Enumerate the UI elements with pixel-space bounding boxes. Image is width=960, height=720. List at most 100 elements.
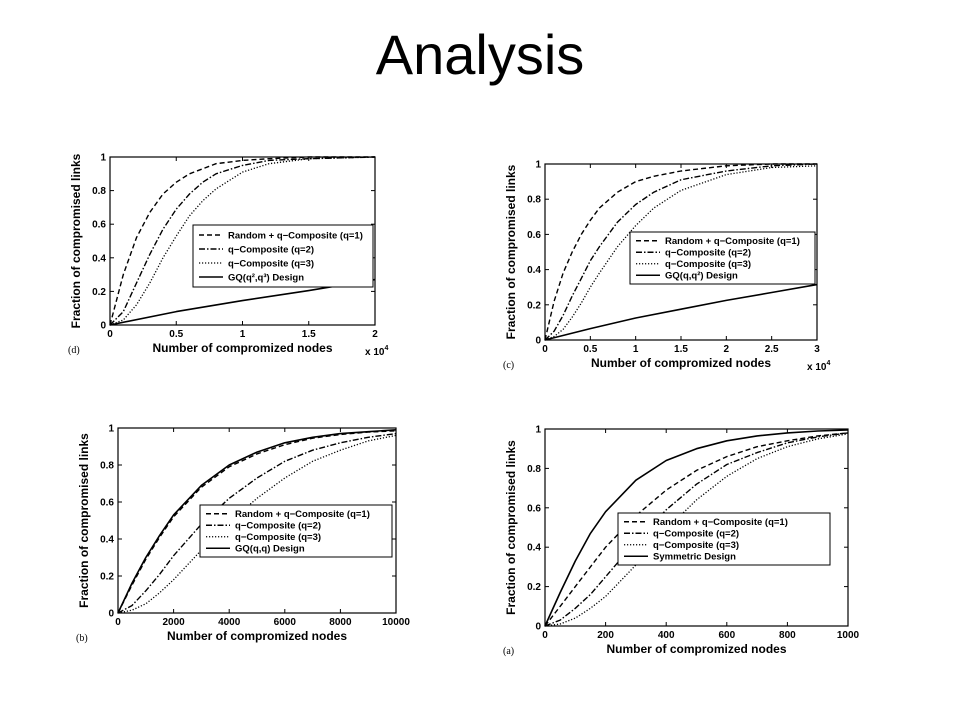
series-line-2 [109,156,376,326]
legend-entry: q−Composite (q=3) [665,259,751,270]
y-tick-label: 0 [108,609,114,620]
series-line-2 [544,432,849,627]
x-axis-label: Number of compromized nodes [591,356,771,370]
y-tick-label: 0 [100,321,106,332]
y-tick-label: 0.6 [527,230,541,241]
series-line-2 [544,163,818,341]
x-axis-multiplier: x 104 [807,360,830,373]
y-tick-label: 0.8 [527,464,541,475]
plot-frame [544,428,849,627]
y-tick-label: 0.4 [100,535,114,546]
y-tick-label: 0.2 [92,287,106,298]
x-tick-label: 200 [597,630,614,641]
x-tick-label: 3 [814,344,820,355]
y-tick-label: 0.2 [527,582,541,593]
y-tick-label: 1 [108,424,114,435]
legend-entry: GQ(q,q²) Design [665,271,738,282]
legend-entry: Symmetric Design [653,552,736,563]
chart-panel-a: 0 200 400 600 800 1000 0 0.2 0.4 0.6 0.8 1 Random + … [503,425,860,658]
x-tick-label: 1 [633,344,639,355]
y-tick-label: 0.8 [92,186,106,197]
slide-title: Analysis [375,23,585,86]
chart-panel-d: 0 0.5 1 1.5 2 0 0.2 0.4 0.6 0.8 1 Random + q−Compos… [68,153,388,359]
series-line-4 [544,283,818,341]
x-tick-label: 10000 [382,617,410,628]
x-tick-label: 0 [542,344,548,355]
panel-label: (a) [503,646,514,657]
y-axis-label: Fraction of compromised links [77,433,91,608]
chart-panel-c: 0 0.5 1 1.5 2 2.5 3 0 0.2 0.4 0.6 0.8 1 Random + q−Co… [503,160,830,374]
x-tick-label: 8000 [329,617,352,628]
x-tick-label: 0.5 [169,329,183,340]
y-tick-label: 0 [535,622,541,633]
series-line-3 [117,434,397,614]
y-tick-label: 0.8 [100,461,114,472]
panel-label: (c) [503,360,514,371]
x-tick-label: 2.5 [765,344,779,355]
x-tick-label: 2 [724,344,730,355]
series-line-4 [117,429,397,614]
x-axis-multiplier: x 104 [365,345,388,358]
x-tick-label: 0 [115,617,121,628]
series-line-1 [544,163,817,341]
x-tick-label: 0 [542,630,548,641]
x-tick-label: 6000 [274,617,297,628]
x-tick-label: 1000 [837,630,860,641]
legend-entry: Random + q−Composite (q=1) [235,509,370,520]
x-tick-label: 0.5 [583,344,597,355]
y-axis-label: Fraction of compromised links [504,164,518,339]
panel-label: (d) [68,345,80,356]
series-line-1 [109,156,375,326]
legend-entry: q−Composite (q=2) [665,248,751,259]
y-tick-label: 1 [535,160,541,171]
legend-entry: q−Composite (q=3) [235,532,321,543]
legend-entry: q−Composite (q=2) [235,521,321,532]
legend-entry: Random + q−Composite (q=1) [653,517,788,528]
x-tick-label: 1 [240,329,246,340]
x-tick-label: 2000 [162,617,185,628]
x-tick-label: 2 [372,329,378,340]
chart-panel-b: 0 2000 4000 6000 8000 10000 0 0.2 0.4 0.6 0.8 1 Rand… [76,424,410,645]
y-tick-label: 0.6 [527,503,541,514]
series-line-1 [117,430,397,614]
x-tick-label: 1.5 [674,344,688,355]
legend-entry: q−Composite (q=3) [653,540,739,551]
legend-entry: q−Composite (q=3) [228,258,314,269]
x-tick-label: 400 [658,630,675,641]
legend-box [629,231,816,285]
y-tick-label: 0.6 [100,498,114,509]
legend-entry: q−Composite (q=2) [653,529,739,540]
series-line-3 [109,156,376,326]
y-tick-label: 0.2 [100,572,114,583]
legend-entry: Random + q−Composite (q=1) [228,230,363,241]
legend-box [617,512,831,566]
x-tick-label: 1.5 [302,329,316,340]
y-tick-label: 0.4 [527,265,541,276]
legend-entry: q−Composite (q=2) [228,244,314,255]
x-axis-label: Number of compromized nodes [167,629,347,643]
y-tick-label: 1 [100,153,106,164]
legend-box [199,504,393,558]
y-tick-label: 0.6 [92,220,106,231]
series-line-1 [544,432,849,627]
x-tick-label: 600 [718,630,735,641]
y-tick-label: 0.8 [527,195,541,206]
y-axis-label: Fraction of compromised links [504,440,518,615]
legend-entry: GQ(q²,q³) Design [228,272,304,283]
y-tick-label: 1 [535,425,541,436]
x-axis-label: Number of compromized nodes [152,341,332,355]
x-axis-label: Number of compromized nodes [606,642,786,656]
y-axis-label: Fraction of compromised links [69,153,83,328]
y-tick-label: 0.2 [527,300,541,311]
y-tick-label: 0.4 [92,253,106,264]
y-tick-label: 0.4 [527,543,541,554]
legend-entry: GQ(q,q) Design [235,544,305,555]
series-line-4 [544,429,849,627]
plot-frame [117,427,397,614]
x-tick-label: 4000 [218,617,241,628]
y-tick-label: 0 [535,336,541,347]
legend-entry: Random + q−Composite (q=1) [665,236,800,247]
x-tick-label: 0 [107,329,113,340]
panel-label: (b) [76,633,88,644]
series-line-2 [117,432,397,614]
